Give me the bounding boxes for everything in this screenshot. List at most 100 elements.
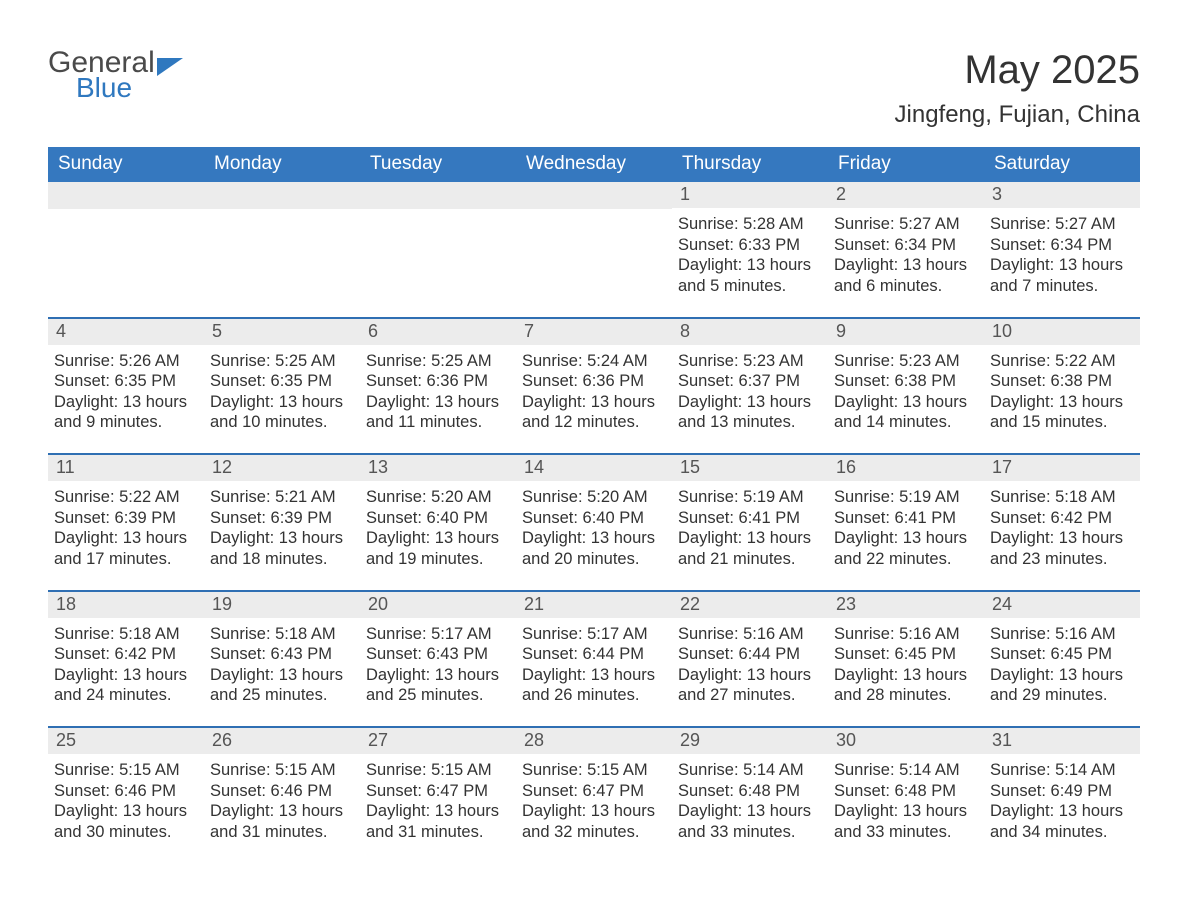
sunrise-text: Sunrise: 5:14 AM	[678, 760, 822, 781]
daylight-text-2: and 33 minutes.	[678, 822, 822, 843]
empty-day-bar	[204, 182, 360, 209]
empty-day-bar	[516, 182, 672, 209]
daylight-text-2: and 22 minutes.	[834, 549, 978, 570]
day-details: Sunrise: 5:23 AMSunset: 6:37 PMDaylight:…	[672, 345, 828, 440]
daylight-text-1: Daylight: 13 hours	[522, 665, 666, 686]
day-details: Sunrise: 5:15 AMSunset: 6:47 PMDaylight:…	[516, 754, 672, 849]
day-number: 2	[828, 182, 984, 208]
day-number: 1	[672, 182, 828, 208]
daylight-text-1: Daylight: 13 hours	[990, 392, 1134, 413]
day-cell	[360, 182, 516, 303]
sunrise-text: Sunrise: 5:20 AM	[366, 487, 510, 508]
sunset-text: Sunset: 6:38 PM	[990, 371, 1134, 392]
daylight-text-1: Daylight: 13 hours	[366, 801, 510, 822]
day-details: Sunrise: 5:15 AMSunset: 6:46 PMDaylight:…	[48, 754, 204, 849]
day-details: Sunrise: 5:27 AMSunset: 6:34 PMDaylight:…	[984, 208, 1140, 303]
logo-text-block: General Blue	[48, 48, 183, 102]
sunrise-text: Sunrise: 5:27 AM	[834, 214, 978, 235]
sunrise-text: Sunrise: 5:28 AM	[678, 214, 822, 235]
daylight-text-1: Daylight: 13 hours	[834, 528, 978, 549]
sunset-text: Sunset: 6:35 PM	[54, 371, 198, 392]
sunset-text: Sunset: 6:35 PM	[210, 371, 354, 392]
day-cell: 15Sunrise: 5:19 AMSunset: 6:41 PMDayligh…	[672, 455, 828, 576]
day-details: Sunrise: 5:16 AMSunset: 6:44 PMDaylight:…	[672, 618, 828, 713]
sunrise-text: Sunrise: 5:25 AM	[366, 351, 510, 372]
day-number: 9	[828, 319, 984, 345]
daylight-text-2: and 14 minutes.	[834, 412, 978, 433]
day-cell: 17Sunrise: 5:18 AMSunset: 6:42 PMDayligh…	[984, 455, 1140, 576]
daylight-text-2: and 26 minutes.	[522, 685, 666, 706]
daylight-text-1: Daylight: 13 hours	[522, 392, 666, 413]
weekday-header: Sunday	[48, 147, 204, 182]
daylight-text-2: and 13 minutes.	[678, 412, 822, 433]
sunrise-text: Sunrise: 5:19 AM	[834, 487, 978, 508]
day-number: 18	[48, 592, 204, 618]
daylight-text-2: and 31 minutes.	[210, 822, 354, 843]
daylight-text-2: and 24 minutes.	[54, 685, 198, 706]
day-number: 10	[984, 319, 1140, 345]
sunset-text: Sunset: 6:48 PM	[678, 781, 822, 802]
weekday-header: Saturday	[984, 147, 1140, 182]
daylight-text-2: and 29 minutes.	[990, 685, 1134, 706]
sunset-text: Sunset: 6:41 PM	[678, 508, 822, 529]
week-row: 25Sunrise: 5:15 AMSunset: 6:46 PMDayligh…	[48, 726, 1140, 849]
daylight-text-1: Daylight: 13 hours	[834, 255, 978, 276]
day-cell: 18Sunrise: 5:18 AMSunset: 6:42 PMDayligh…	[48, 592, 204, 713]
day-cell: 21Sunrise: 5:17 AMSunset: 6:44 PMDayligh…	[516, 592, 672, 713]
day-number: 14	[516, 455, 672, 481]
daylight-text-2: and 23 minutes.	[990, 549, 1134, 570]
day-details: Sunrise: 5:25 AMSunset: 6:36 PMDaylight:…	[360, 345, 516, 440]
logo: General Blue	[48, 48, 183, 102]
sunrise-text: Sunrise: 5:21 AM	[210, 487, 354, 508]
daylight-text-2: and 30 minutes.	[54, 822, 198, 843]
sunrise-text: Sunrise: 5:23 AM	[834, 351, 978, 372]
day-number: 22	[672, 592, 828, 618]
day-cell: 11Sunrise: 5:22 AMSunset: 6:39 PMDayligh…	[48, 455, 204, 576]
sunset-text: Sunset: 6:46 PM	[54, 781, 198, 802]
sunrise-text: Sunrise: 5:14 AM	[834, 760, 978, 781]
day-details: Sunrise: 5:27 AMSunset: 6:34 PMDaylight:…	[828, 208, 984, 303]
sunset-text: Sunset: 6:49 PM	[990, 781, 1134, 802]
day-number: 19	[204, 592, 360, 618]
sunrise-text: Sunrise: 5:16 AM	[834, 624, 978, 645]
day-details: Sunrise: 5:26 AMSunset: 6:35 PMDaylight:…	[48, 345, 204, 440]
daylight-text-1: Daylight: 13 hours	[366, 528, 510, 549]
daylight-text-2: and 11 minutes.	[366, 412, 510, 433]
daylight-text-1: Daylight: 13 hours	[522, 801, 666, 822]
daylight-text-2: and 5 minutes.	[678, 276, 822, 297]
day-number: 7	[516, 319, 672, 345]
day-details: Sunrise: 5:15 AMSunset: 6:47 PMDaylight:…	[360, 754, 516, 849]
sunset-text: Sunset: 6:39 PM	[54, 508, 198, 529]
day-details: Sunrise: 5:17 AMSunset: 6:44 PMDaylight:…	[516, 618, 672, 713]
day-details: Sunrise: 5:17 AMSunset: 6:43 PMDaylight:…	[360, 618, 516, 713]
daylight-text-2: and 32 minutes.	[522, 822, 666, 843]
day-details: Sunrise: 5:19 AMSunset: 6:41 PMDaylight:…	[672, 481, 828, 576]
daylight-text-1: Daylight: 13 hours	[366, 392, 510, 413]
sunrise-text: Sunrise: 5:15 AM	[522, 760, 666, 781]
sunrise-text: Sunrise: 5:22 AM	[54, 487, 198, 508]
daylight-text-2: and 17 minutes.	[54, 549, 198, 570]
day-cell: 20Sunrise: 5:17 AMSunset: 6:43 PMDayligh…	[360, 592, 516, 713]
sunrise-text: Sunrise: 5:15 AM	[366, 760, 510, 781]
day-number: 29	[672, 728, 828, 754]
sunset-text: Sunset: 6:43 PM	[210, 644, 354, 665]
sunset-text: Sunset: 6:40 PM	[366, 508, 510, 529]
day-number: 12	[204, 455, 360, 481]
sunrise-text: Sunrise: 5:17 AM	[522, 624, 666, 645]
daylight-text-2: and 21 minutes.	[678, 549, 822, 570]
day-number: 28	[516, 728, 672, 754]
day-number: 5	[204, 319, 360, 345]
day-cell: 4Sunrise: 5:26 AMSunset: 6:35 PMDaylight…	[48, 319, 204, 440]
day-details: Sunrise: 5:23 AMSunset: 6:38 PMDaylight:…	[828, 345, 984, 440]
daylight-text-1: Daylight: 13 hours	[678, 665, 822, 686]
daylight-text-1: Daylight: 13 hours	[54, 801, 198, 822]
day-number: 26	[204, 728, 360, 754]
daylight-text-1: Daylight: 13 hours	[678, 255, 822, 276]
weekday-header: Friday	[828, 147, 984, 182]
sunrise-text: Sunrise: 5:22 AM	[990, 351, 1134, 372]
week-row: 4Sunrise: 5:26 AMSunset: 6:35 PMDaylight…	[48, 317, 1140, 440]
daylight-text-1: Daylight: 13 hours	[522, 528, 666, 549]
sunrise-text: Sunrise: 5:16 AM	[678, 624, 822, 645]
day-cell: 19Sunrise: 5:18 AMSunset: 6:43 PMDayligh…	[204, 592, 360, 713]
daylight-text-2: and 9 minutes.	[54, 412, 198, 433]
